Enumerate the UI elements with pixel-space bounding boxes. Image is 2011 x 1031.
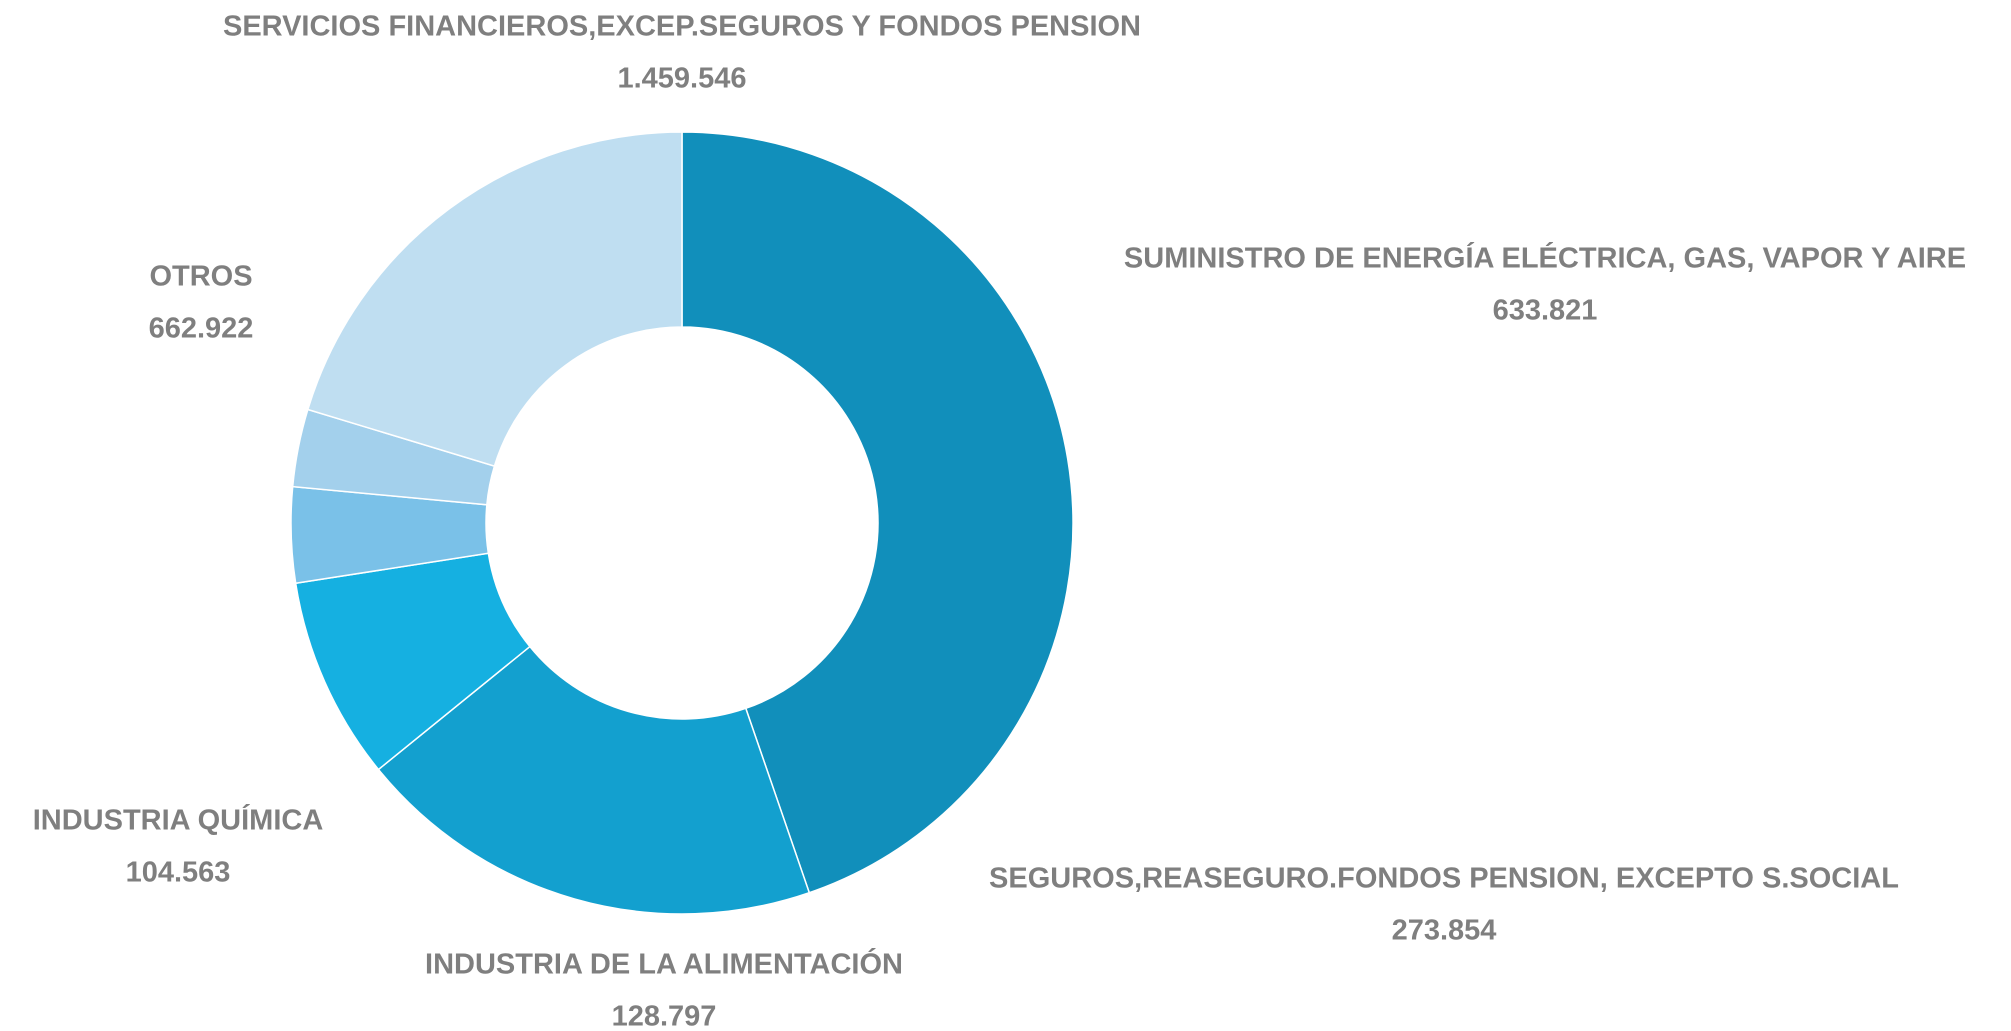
value-label: 273.854 — [1392, 915, 1497, 947]
donut-slice — [306, 131, 683, 468]
slice-label: INDUSTRIA DE LA ALIMENTACIÓN — [425, 947, 903, 981]
slice-label: SUMINISTRO DE ENERGÍA ELÉCTRICA, GAS, VA… — [1124, 241, 1966, 275]
slice-label: SEGUROS,REASEGURO.FONDOS PENSION, EXCEPT… — [989, 863, 1899, 895]
donut-slice — [377, 645, 811, 915]
slice-label: INDUSTRIA QUÍMICA — [33, 803, 324, 837]
slice-label: OTROS — [149, 261, 252, 293]
value-label: 1.459.546 — [617, 63, 746, 95]
donut-slice — [681, 131, 1074, 894]
value-label: 662.922 — [149, 313, 254, 345]
slice-label: SERVICIOS FINANCIEROS,EXCEP.SEGUROS Y FO… — [223, 11, 1141, 43]
value-label: 633.821 — [1493, 295, 1598, 327]
value-label: 104.563 — [126, 857, 231, 889]
value-label: 128.797 — [612, 1001, 717, 1031]
